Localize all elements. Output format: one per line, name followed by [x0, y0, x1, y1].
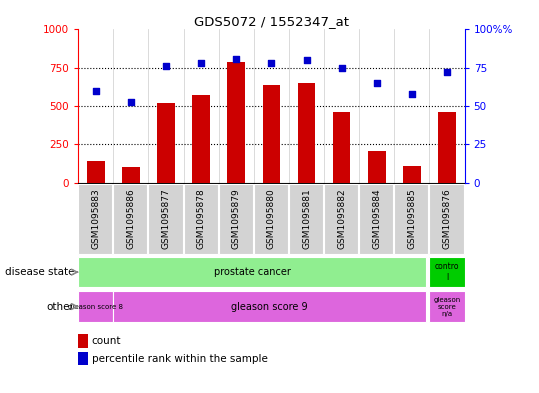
- Text: prostate cancer: prostate cancer: [213, 267, 291, 277]
- Point: [162, 63, 170, 70]
- FancyBboxPatch shape: [78, 290, 113, 322]
- Bar: [368, 151, 385, 183]
- FancyBboxPatch shape: [113, 290, 426, 322]
- Text: gleason score 9: gleason score 9: [231, 301, 308, 312]
- Point: [407, 91, 416, 97]
- Point: [337, 64, 346, 71]
- Point: [267, 60, 275, 66]
- Bar: [298, 83, 315, 183]
- Bar: [403, 166, 421, 183]
- FancyBboxPatch shape: [430, 257, 465, 287]
- Text: contro
l: contro l: [435, 263, 459, 282]
- FancyBboxPatch shape: [359, 184, 393, 254]
- Text: GSM1095883: GSM1095883: [91, 189, 100, 250]
- Text: other: other: [46, 301, 74, 312]
- FancyBboxPatch shape: [430, 290, 465, 322]
- Text: gleason score 8: gleason score 8: [68, 303, 123, 310]
- Text: GSM1095886: GSM1095886: [126, 189, 135, 250]
- FancyBboxPatch shape: [324, 184, 358, 254]
- Bar: [78, 334, 88, 348]
- Text: GSM1095881: GSM1095881: [302, 189, 311, 250]
- Text: percentile rank within the sample: percentile rank within the sample: [92, 354, 267, 364]
- FancyBboxPatch shape: [184, 184, 218, 254]
- Bar: [438, 112, 456, 183]
- Text: GSM1095884: GSM1095884: [372, 189, 381, 250]
- FancyBboxPatch shape: [395, 184, 429, 254]
- Text: gleason
score
n/a: gleason score n/a: [433, 297, 461, 316]
- FancyBboxPatch shape: [430, 184, 464, 254]
- Point: [443, 69, 451, 75]
- Point: [372, 80, 381, 86]
- Point: [232, 55, 240, 62]
- Title: GDS5072 / 1552347_at: GDS5072 / 1552347_at: [194, 15, 349, 28]
- Point: [302, 57, 311, 63]
- Text: disease state: disease state: [5, 267, 74, 277]
- FancyBboxPatch shape: [219, 184, 253, 254]
- Point: [127, 98, 135, 105]
- FancyBboxPatch shape: [78, 184, 112, 254]
- FancyBboxPatch shape: [78, 257, 426, 287]
- Bar: [262, 84, 280, 183]
- Bar: [157, 103, 175, 183]
- Text: GSM1095885: GSM1095885: [407, 189, 417, 250]
- Text: count: count: [92, 336, 121, 346]
- Bar: [78, 352, 88, 365]
- Text: GSM1095879: GSM1095879: [232, 189, 241, 250]
- Text: GSM1095876: GSM1095876: [443, 189, 452, 250]
- Bar: [122, 167, 140, 183]
- FancyBboxPatch shape: [254, 184, 288, 254]
- Text: GSM1095882: GSM1095882: [337, 189, 346, 250]
- Bar: [227, 62, 245, 183]
- Bar: [192, 95, 210, 183]
- Bar: [87, 161, 105, 183]
- FancyBboxPatch shape: [148, 184, 183, 254]
- Text: GSM1095880: GSM1095880: [267, 189, 276, 250]
- FancyBboxPatch shape: [113, 184, 147, 254]
- Point: [92, 88, 100, 94]
- FancyBboxPatch shape: [289, 184, 323, 254]
- Text: GSM1095878: GSM1095878: [197, 189, 205, 250]
- Text: GSM1095877: GSM1095877: [162, 189, 170, 250]
- Point: [197, 60, 205, 66]
- Bar: [333, 112, 350, 183]
